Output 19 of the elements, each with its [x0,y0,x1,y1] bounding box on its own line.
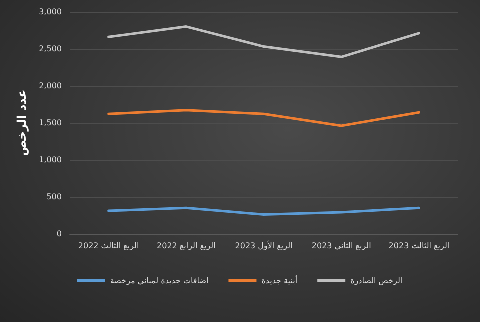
y-tick-label: 1,500 [39,118,62,128]
x-tick-label: الربع الثاني 2023 [312,242,372,250]
legend-label: أبنية جديدة [262,276,298,286]
y-tick-label: 2,500 [39,44,62,54]
y-tick-label: 0 [56,230,62,238]
y-tick-label: 500 [46,192,62,202]
y-tick-label: 1,000 [39,156,62,164]
x-tick-label: الربع الأول 2023 [235,240,293,250]
y-axis-title: عدد الرخص [15,90,29,156]
x-tick-label: الربع الثالث 2022 [78,242,140,250]
line-series [108,26,420,58]
y-tick-label: 2,000 [39,82,62,90]
x-tick-label: الربع الثالث 2023 [388,242,450,250]
x-tick-label: الربع الرابع 2022 [157,242,216,250]
legend-label: الرخص الصادرة [350,276,403,286]
line-series [108,109,420,128]
legend-label: اضافات جديدة لمباني مرخصة [110,276,209,286]
y-tick-label: 3,000 [39,8,62,16]
line-series [108,206,420,216]
